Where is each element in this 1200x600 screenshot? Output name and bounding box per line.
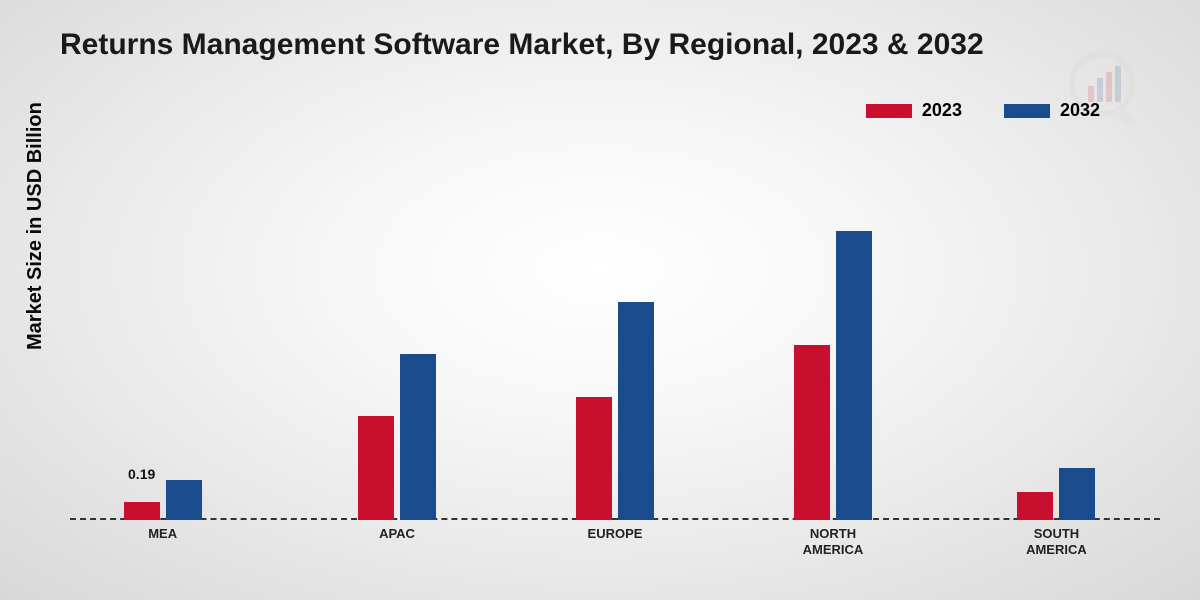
bar-2032-mea: [166, 480, 202, 520]
y-axis-label: Market Size in USD Billion: [24, 102, 47, 350]
bar-2032-sa: [1059, 468, 1095, 520]
bar-2032-eu: [618, 302, 654, 520]
bar-2023-na: [794, 345, 830, 520]
bar-group-eu: [576, 302, 654, 520]
bar-2023-sa: [1017, 492, 1053, 520]
x-label-eu: EUROPE: [545, 526, 685, 542]
x-label-na: NORTH AMERICA: [763, 526, 903, 557]
legend: 2023 2032: [866, 100, 1100, 121]
x-label-sa: SOUTH AMERICA: [986, 526, 1126, 557]
bar-2023-eu: [576, 397, 612, 520]
bar-group-na: [794, 231, 872, 520]
bar-2032-na: [836, 231, 872, 520]
legend-swatch-2032: [1004, 104, 1050, 118]
legend-label-2032: 2032: [1060, 100, 1100, 121]
x-label-mea: MEA: [93, 526, 233, 542]
bar-group-sa: [1017, 468, 1095, 520]
chart-title: Returns Management Software Market, By R…: [60, 28, 984, 62]
data-label-mea: 0.19: [128, 466, 155, 482]
plot-area: 0.19: [70, 160, 1160, 520]
legend-item-2032: 2032: [1004, 100, 1100, 121]
bar-group-apac: [358, 354, 436, 520]
bar-2032-apac: [400, 354, 436, 520]
bar-group-mea: [124, 480, 202, 520]
legend-swatch-2023: [866, 104, 912, 118]
bar-2023-mea: [124, 502, 160, 520]
bar-2023-apac: [358, 416, 394, 520]
x-axis-labels: MEA APAC EUROPE NORTH AMERICA SOUTH AMERICA: [70, 520, 1160, 560]
x-label-apac: APAC: [327, 526, 467, 542]
legend-label-2023: 2023: [922, 100, 962, 121]
legend-item-2023: 2023: [866, 100, 962, 121]
